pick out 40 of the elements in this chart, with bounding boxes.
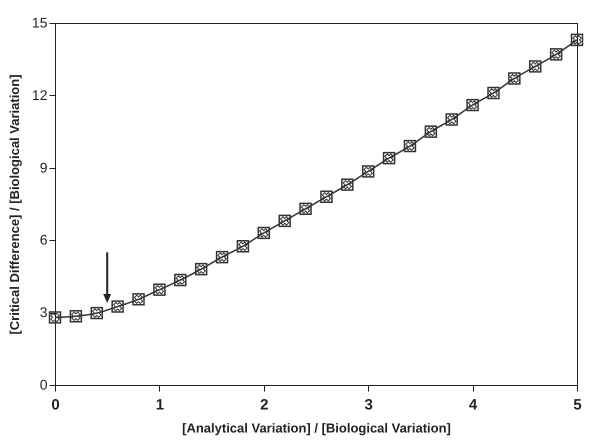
point	[111, 300, 124, 313]
x-tick-label: 5	[573, 396, 582, 414]
y-axis-title: [Critical Difference] / [Biological Variation]	[6, 74, 22, 335]
y-tick-label: 15	[32, 14, 48, 30]
point	[194, 262, 208, 276]
point	[258, 226, 270, 240]
y-tick-label: 3	[40, 304, 48, 320]
x-tick-label: 2	[260, 396, 268, 414]
point	[445, 113, 458, 126]
x-tick-label: 0	[51, 396, 60, 414]
point	[550, 48, 562, 61]
point	[174, 274, 187, 286]
point	[153, 283, 166, 296]
y-tick-label: 12	[32, 86, 48, 103]
point	[90, 306, 103, 320]
point	[278, 214, 291, 228]
point	[236, 240, 250, 252]
y-tick-label: 9	[40, 159, 48, 176]
point	[341, 178, 354, 191]
point	[299, 202, 312, 216]
point	[70, 310, 82, 322]
point	[508, 72, 521, 85]
y-tick-label: 0	[40, 376, 48, 392]
point	[529, 60, 542, 73]
y-tick-label: 6	[40, 232, 48, 248]
x-tick-label: 3	[364, 396, 373, 414]
point	[382, 152, 396, 164]
point	[424, 125, 438, 138]
point	[48, 311, 62, 324]
x-tick-label: 1	[156, 396, 164, 414]
point	[466, 98, 479, 112]
point	[320, 190, 333, 203]
point	[216, 250, 228, 264]
x-axis-title: [Analytical Variation] / [Biological Variation]	[182, 420, 451, 436]
point	[362, 165, 374, 178]
point	[487, 86, 500, 100]
point	[132, 293, 145, 306]
point	[570, 34, 584, 46]
x-tick-label: 4	[468, 396, 478, 414]
point	[404, 140, 416, 152]
